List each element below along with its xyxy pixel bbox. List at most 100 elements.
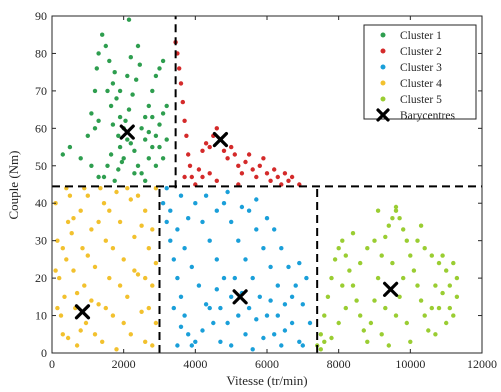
cluster-1-point bbox=[126, 17, 132, 22]
cluster-3-point bbox=[189, 343, 194, 348]
cluster-1-point bbox=[146, 129, 151, 135]
cluster-4-point bbox=[96, 302, 101, 307]
cluster-5-point bbox=[390, 260, 395, 266]
cluster-1-point bbox=[126, 107, 132, 112]
cluster-5-point bbox=[447, 283, 452, 288]
cluster-3-point bbox=[257, 294, 262, 299]
cluster-3-point bbox=[164, 186, 169, 191]
cluster-2-point bbox=[189, 174, 194, 180]
cluster-5-point bbox=[429, 305, 434, 311]
cluster-3-point bbox=[200, 219, 205, 225]
y-tick-label: 20 bbox=[35, 271, 47, 285]
cluster-4-point bbox=[82, 283, 87, 288]
cluster-5-point bbox=[343, 253, 348, 258]
cluster-4-point bbox=[107, 275, 112, 281]
cluster-5-point bbox=[361, 328, 366, 333]
cluster-4-point bbox=[64, 257, 69, 262]
cluster-4-point bbox=[89, 298, 94, 303]
cluster-5-point bbox=[340, 283, 345, 288]
cluster-4-point bbox=[98, 186, 103, 191]
cluster-5-point bbox=[454, 275, 460, 281]
cluster-2-point bbox=[182, 118, 187, 124]
cluster-1-point bbox=[112, 70, 117, 75]
cluster-5-point bbox=[422, 313, 427, 318]
cluster-1-point bbox=[108, 103, 114, 109]
cluster-5-point bbox=[336, 320, 341, 326]
cluster-3-point bbox=[203, 193, 209, 198]
cluster-4-point bbox=[125, 294, 130, 299]
cluster-5-point bbox=[329, 335, 334, 341]
cluster-5-point bbox=[343, 305, 348, 311]
cluster-3-point bbox=[250, 275, 255, 281]
cluster-1-point bbox=[103, 43, 109, 49]
cluster-1-point bbox=[92, 126, 98, 131]
cluster-4-point bbox=[60, 332, 65, 337]
cluster-5-point bbox=[429, 253, 434, 258]
legend-centroid-marker bbox=[376, 108, 390, 122]
cluster-5-point bbox=[444, 268, 449, 273]
legend-marker bbox=[380, 48, 386, 54]
cluster-4-point bbox=[74, 290, 80, 296]
cluster-4-point bbox=[103, 238, 109, 243]
cluster-5-point bbox=[393, 204, 399, 210]
cluster-3-point bbox=[189, 264, 194, 270]
cluster-1-point bbox=[125, 73, 130, 79]
x-tick-label: 6000 bbox=[255, 357, 279, 371]
cluster-5-point bbox=[418, 298, 424, 303]
cluster-3-point bbox=[203, 302, 209, 307]
cluster-5-point bbox=[325, 294, 331, 299]
cluster-3-point bbox=[178, 294, 184, 299]
cluster-1-point bbox=[137, 62, 142, 67]
cluster-4-point bbox=[150, 283, 155, 288]
cluster-4-point bbox=[117, 283, 123, 288]
cluster-4-point bbox=[128, 332, 133, 337]
cluster-3-point bbox=[261, 246, 266, 251]
cluster-5-point bbox=[375, 208, 381, 213]
cluster-3-point bbox=[171, 305, 176, 311]
cluster-3-point bbox=[264, 313, 270, 318]
cluster-3-point bbox=[254, 227, 259, 232]
y-tick-label: 30 bbox=[35, 234, 47, 248]
legend: Cluster 1 Cluster 2 Cluster 3 Cluster 4 Clus… bbox=[363, 24, 477, 122]
cluster-1-point bbox=[101, 174, 107, 180]
cluster-1-point bbox=[153, 133, 159, 138]
cluster-4-point bbox=[69, 231, 74, 236]
cluster-2-point bbox=[225, 156, 230, 161]
y-axis-ticks: 0 10 20 30 40 50 60 70 80 90 bbox=[35, 9, 482, 360]
cluster-4-point bbox=[114, 347, 119, 352]
cluster-5-point bbox=[322, 339, 327, 344]
cluster-5-point bbox=[433, 283, 438, 288]
cluster-1-point bbox=[157, 122, 162, 127]
cluster-3-point bbox=[272, 227, 277, 232]
cluster-3-point bbox=[289, 294, 295, 299]
cluster-5-point bbox=[372, 298, 377, 303]
cluster-5-point bbox=[436, 260, 442, 266]
cluster-3-point bbox=[168, 208, 173, 213]
x-tick-label: 0 bbox=[49, 357, 55, 371]
cluster-1-point bbox=[105, 163, 110, 168]
cluster-1-point bbox=[67, 144, 73, 150]
y-tick-label: 90 bbox=[35, 9, 47, 23]
cluster-4-point bbox=[55, 238, 60, 243]
cluster-5-point bbox=[318, 332, 323, 337]
cluster-4-point bbox=[74, 343, 80, 348]
cluster-4-point bbox=[150, 343, 155, 348]
y-tick-label: 80 bbox=[35, 46, 47, 60]
cluster-1-point bbox=[96, 51, 101, 56]
cluster-2-point bbox=[186, 152, 191, 157]
cluster-1-point bbox=[132, 171, 137, 176]
cluster-1-point bbox=[157, 144, 162, 150]
cluster-5-point bbox=[375, 275, 381, 281]
cluster-5-point bbox=[401, 275, 406, 281]
cluster-2-point bbox=[289, 174, 295, 180]
cluster-4-point bbox=[85, 193, 91, 198]
cluster-5-point bbox=[393, 208, 399, 213]
cluster-3-point bbox=[200, 328, 205, 333]
cluster-5-point bbox=[433, 332, 438, 337]
cluster-3-point bbox=[225, 189, 230, 195]
cluster-4-point bbox=[53, 268, 58, 273]
cluster-3-point bbox=[175, 343, 180, 348]
cluster-4-point bbox=[83, 320, 89, 326]
cluster-5-point bbox=[347, 268, 352, 273]
cluster-3-point bbox=[297, 260, 302, 266]
